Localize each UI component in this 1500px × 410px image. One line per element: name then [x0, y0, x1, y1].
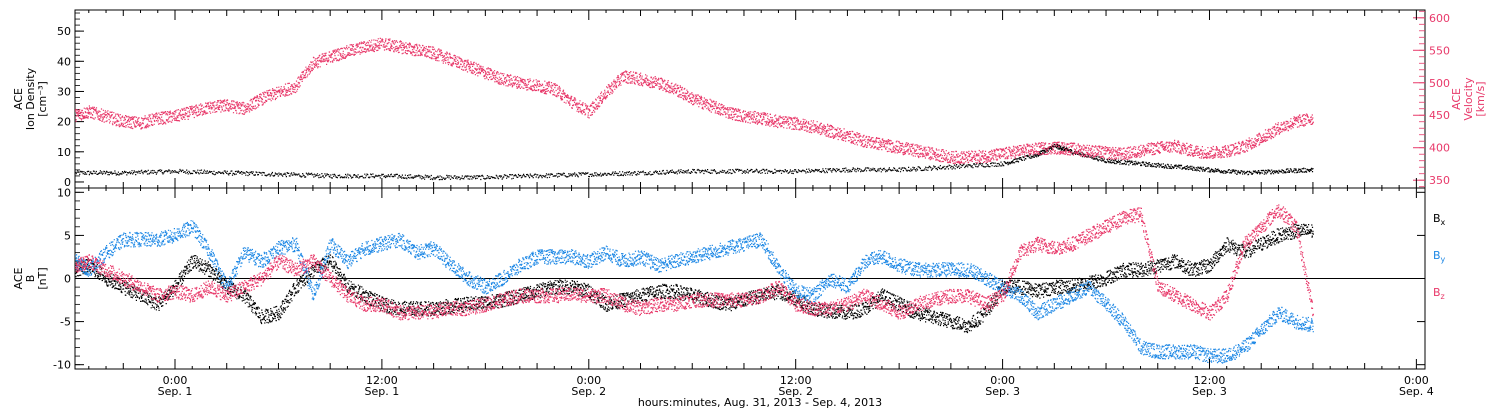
density-series-left	[75, 143, 1314, 181]
velocity-ytick-right-label: 500	[1429, 77, 1450, 90]
x-tick-time-label: 0:00	[163, 374, 188, 387]
density-y-title-line: ACE	[12, 88, 25, 110]
bfield-ytick-label: 5	[64, 229, 71, 242]
x-tick-time-label: 0:00	[1404, 374, 1429, 387]
x-tick-time-label: 12:00	[366, 374, 398, 387]
velocity-ytick-right-label: 550	[1429, 44, 1450, 57]
velocity-y-title-right-line: ACE	[1450, 88, 1463, 110]
density-y-title-line: Ion Density	[24, 67, 37, 130]
bfield-y-title-line: ACE	[12, 267, 25, 289]
density-y-title-line: [cm⁻³]	[36, 81, 49, 117]
density-ytick-label: 20	[57, 116, 71, 129]
legend-bz: Bz	[1433, 286, 1445, 301]
velocity-y-title-right-line: [km/s]	[1474, 81, 1487, 116]
x-tick-day-label: Sep. 4	[1399, 385, 1434, 398]
bfield-ytick-label: -10	[53, 359, 71, 372]
bfield-series-z	[75, 204, 1314, 321]
legend-by: By	[1433, 249, 1446, 264]
x-tick-day-label: Sep. 1	[365, 385, 400, 398]
magnetic-field-panel: -10 -5 0 5 10 ACE B [nT] Bx By Bz	[12, 186, 1446, 371]
x-tick-time-label: 0:00	[990, 374, 1015, 387]
velocity-ytick-right-label: 600	[1429, 12, 1450, 25]
bfield-ytick-label: 10	[57, 186, 71, 199]
velocity-ytick-right-label: 400	[1429, 142, 1450, 155]
x-tick-day-label: Sep. 2	[778, 385, 813, 398]
density-ytick-label: 10	[57, 146, 71, 159]
bfield-series-y	[75, 220, 1314, 364]
density-ytick-label: 30	[57, 85, 71, 98]
velocity-y-title-right-line: Velocity	[1462, 77, 1475, 121]
x-tick-time-label: 12:00	[1194, 374, 1226, 387]
velocity-series-right	[75, 37, 1314, 165]
velocity-ytick-right-label: 450	[1429, 109, 1450, 122]
density-ytick-label: 0	[64, 176, 71, 189]
x-tick-time-label: 0:00	[576, 374, 601, 387]
bfield-ytick-label: -5	[60, 316, 71, 329]
velocity-ytick-right-label: 350	[1429, 174, 1450, 187]
legend-bx: Bx	[1433, 212, 1446, 227]
x-tick-day-label: Sep. 3	[985, 385, 1020, 398]
x-tick-time-label: 12:00	[780, 374, 812, 387]
x-axis-title: hours:minutes, Aug. 31, 2013 - Sep. 4, 2…	[638, 396, 882, 409]
x-tick-day-label: Sep. 2	[571, 385, 606, 398]
x-tick-day-label: Sep. 3	[1192, 385, 1227, 398]
density-ytick-label: 40	[57, 55, 71, 68]
bfield-y-title-line: [nT]	[36, 267, 49, 289]
x-tick-day-label: Sep. 1	[158, 385, 193, 398]
bfield-y-title-line: B	[24, 275, 37, 283]
density-ytick-label: 50	[57, 25, 71, 38]
bfield-ytick-label: 0	[64, 273, 71, 286]
